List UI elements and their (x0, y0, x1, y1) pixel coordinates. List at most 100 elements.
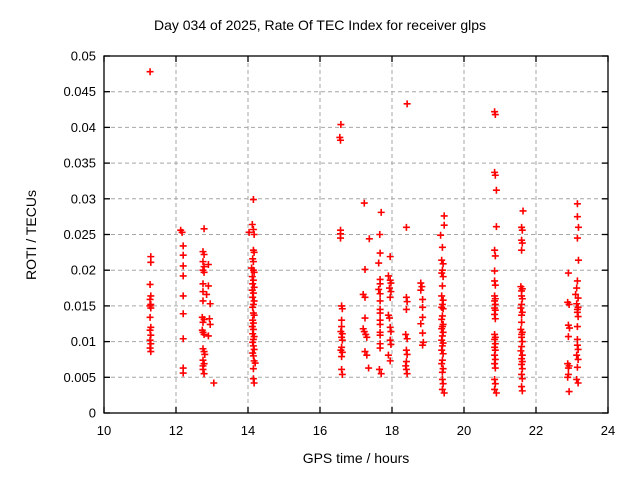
data-point (565, 388, 573, 396)
data-point (417, 320, 425, 328)
y-axis-label: ROTI / TECUs (23, 190, 39, 280)
data-point (200, 370, 208, 378)
x-tick-label: 14 (241, 423, 255, 438)
data-point (438, 368, 446, 376)
data-point (438, 385, 446, 393)
data-point (565, 324, 573, 332)
data-point (518, 318, 526, 326)
data-point (440, 212, 448, 220)
data-point (518, 375, 526, 383)
y-tick-label: 0.035 (63, 156, 96, 171)
data-point (337, 136, 345, 144)
data-point (250, 311, 258, 319)
data-point (206, 300, 214, 308)
data-point (492, 389, 500, 397)
data-point (573, 323, 581, 331)
y-tick-label: 0.015 (63, 298, 96, 313)
data-point (419, 341, 427, 349)
data-point (438, 325, 446, 333)
data-point (249, 280, 257, 288)
data-point (491, 385, 499, 393)
data-point (204, 282, 212, 290)
data-point (573, 284, 581, 292)
data-point (179, 310, 187, 318)
data-point (565, 300, 573, 308)
data-point (210, 379, 218, 387)
data-point (439, 260, 447, 268)
data-point (574, 256, 582, 264)
x-tick-label: 24 (601, 423, 615, 438)
data-point (249, 293, 257, 301)
data-point (376, 249, 384, 257)
data-point (384, 351, 392, 359)
y-tick-label: 0.005 (63, 370, 96, 385)
data-point (439, 305, 447, 313)
data-point (385, 314, 393, 322)
data-point (384, 272, 392, 280)
y-tick-label: 0.045 (63, 84, 96, 99)
data-point (376, 320, 384, 328)
data-point (491, 315, 499, 323)
data-point (518, 226, 526, 234)
data-point (517, 347, 525, 355)
data-point (403, 298, 411, 306)
data-point (376, 344, 384, 352)
data-point (200, 330, 208, 338)
data-point (403, 370, 411, 378)
data-point (517, 304, 525, 312)
data-point (403, 335, 411, 343)
data-point (179, 369, 187, 377)
y-tick-label: 0.01 (71, 334, 96, 349)
data-point (564, 373, 572, 381)
y-tick-label: 0 (89, 406, 96, 421)
data-point (179, 272, 187, 280)
data-point (387, 328, 395, 336)
data-point (249, 196, 257, 204)
data-point (492, 223, 500, 231)
data-point (518, 246, 526, 254)
data-point (491, 267, 499, 275)
data-point (250, 345, 258, 353)
data-point (438, 292, 446, 300)
data-point (203, 290, 211, 298)
data-point (338, 370, 346, 378)
y-tick-label: 0.025 (63, 227, 96, 242)
data-point (200, 225, 208, 233)
data-point (491, 281, 499, 289)
data-point (204, 332, 212, 340)
data-point (518, 311, 526, 319)
x-tick-label: 10 (97, 423, 111, 438)
data-point (146, 68, 154, 76)
data-point (519, 207, 527, 215)
data-point (377, 208, 385, 216)
data-point (419, 295, 427, 303)
data-point (147, 258, 155, 266)
data-point (438, 282, 446, 290)
data-point (403, 100, 411, 108)
x-tick-label: 20 (457, 423, 471, 438)
data-point (250, 248, 258, 256)
data-point (376, 331, 384, 339)
x-tick-label: 12 (169, 423, 183, 438)
data-point (438, 303, 446, 311)
data-point (249, 365, 257, 373)
data-point (338, 353, 346, 361)
data-point (376, 280, 384, 288)
data-point (250, 231, 258, 238)
data-point (419, 303, 427, 311)
data-point (438, 243, 446, 251)
data-point (337, 121, 345, 129)
data-point (376, 297, 384, 305)
data-point (365, 364, 373, 372)
data-point (375, 259, 383, 267)
data-point (440, 389, 448, 397)
data-point (377, 370, 385, 378)
data-point (199, 297, 207, 305)
data-point (438, 360, 446, 368)
data-point (440, 221, 448, 229)
data-point (386, 253, 394, 261)
data-point (361, 265, 369, 273)
data-point (574, 313, 582, 321)
data-point (250, 379, 258, 387)
